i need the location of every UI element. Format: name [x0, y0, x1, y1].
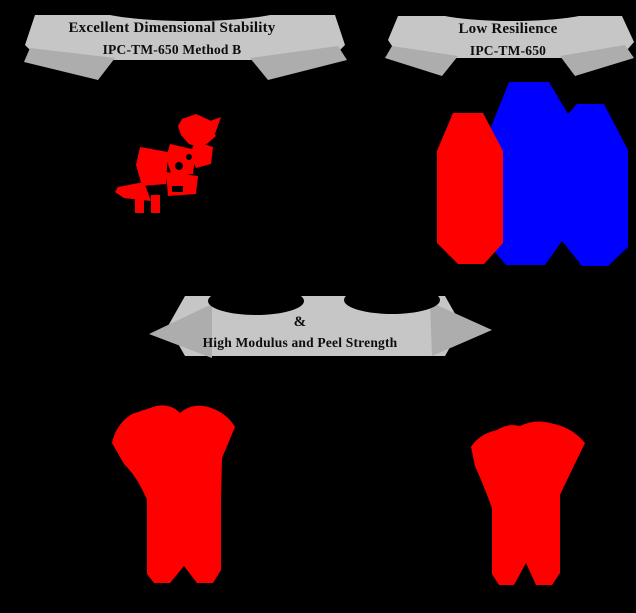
banner-middle-line1: & — [293, 314, 307, 330]
banner-middle-line2: High Modulus and Peel Strength — [202, 335, 398, 350]
banner-top-right-ribbon — [385, 0, 634, 76]
banner-middle-text: & High Modulus and Peel Strength — [170, 312, 430, 353]
banner-top-left-smudge — [90, 0, 290, 21]
banner-top-left-ribbon — [24, 0, 347, 80]
blue-capsule-shape — [483, 82, 628, 266]
banner-top-right-tail-right — [560, 45, 634, 76]
banner-middle-smudge-left — [208, 287, 304, 315]
banner-top-left-tail-right — [250, 46, 347, 80]
banner-top-left-band — [25, 15, 345, 60]
banner-middle-smudge-right — [344, 286, 440, 314]
banner-top-right-text: Low Resilience IPC-TM-650 — [388, 19, 628, 61]
red-capsule-shape — [437, 113, 503, 264]
banner-middle-point-right — [430, 302, 492, 356]
banner-middle-ribbon — [149, 286, 492, 358]
molar-specimen-right-shape — [471, 421, 585, 585]
banner-top-right-band — [388, 16, 634, 58]
banner-top-right-line2: IPC-TM-650 — [469, 43, 547, 58]
banner-top-left-text: Excellent Dimensional Stability IPC-TM-6… — [42, 18, 302, 60]
banner-top-right-smudge — [422, 0, 602, 21]
banner-top-left-line1: Excellent Dimensional Stability — [68, 20, 276, 36]
banner-top-right-tail-left — [385, 46, 458, 76]
red-blob-shape — [115, 114, 221, 213]
banner-top-left-line2: IPC-TM-650 Method B — [102, 42, 242, 57]
banner-top-right-line1: Low Resilience — [458, 21, 558, 37]
banner-middle-point-left — [149, 304, 212, 358]
molar-specimen-left-shape — [112, 405, 235, 583]
banner-top-left-tail-left — [24, 48, 115, 80]
